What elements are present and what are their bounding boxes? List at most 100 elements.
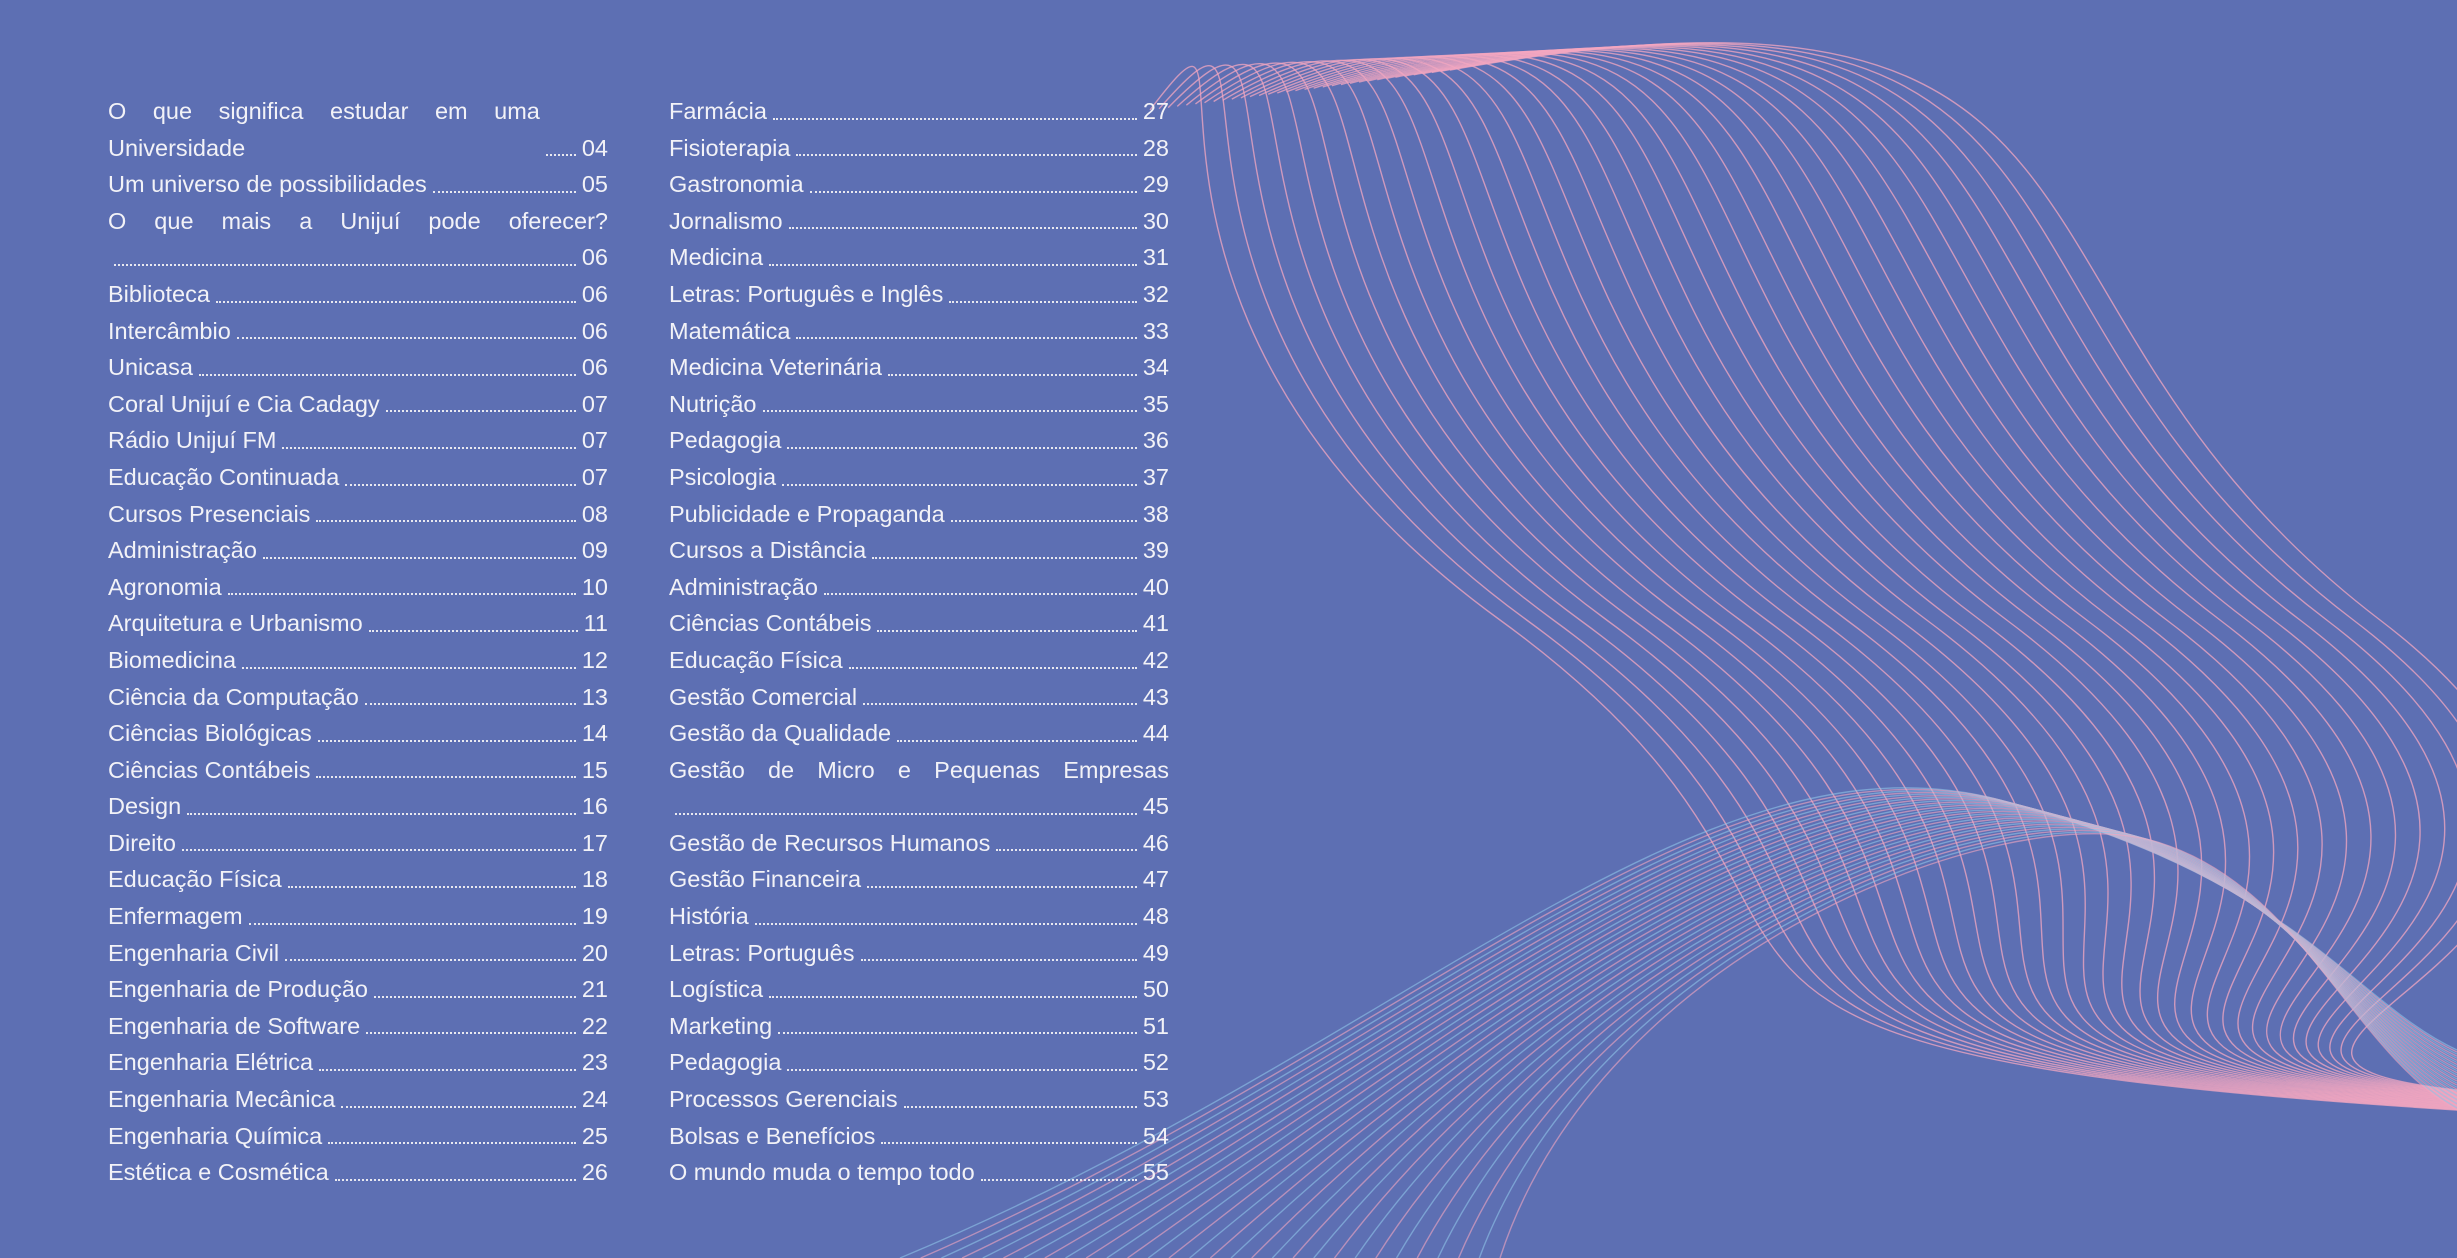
dot-leader (980, 1178, 1137, 1181)
page-number: 04 (581, 134, 608, 161)
dot-leader (432, 190, 576, 193)
toc-entry: Biblioteca 06 (108, 276, 608, 313)
wave-line (1023, 796, 2457, 1258)
dot-leader (187, 812, 576, 815)
dot-leader (262, 556, 576, 559)
page-number: 13 (581, 683, 608, 710)
wave-line (1158, 65, 2457, 1111)
wave-line (1404, 45, 2457, 1094)
dot-leader (863, 703, 1137, 706)
wave-line (1065, 799, 2457, 1258)
page-number: 37 (1142, 463, 1169, 490)
wave-line (1240, 58, 2457, 1105)
page-number: 29 (1142, 171, 1169, 198)
wave-line (899, 787, 2457, 1258)
page-number: 21 (581, 976, 608, 1003)
wave-line (1333, 820, 2457, 1258)
page-number: 53 (1142, 1086, 1169, 1113)
wave-line (1258, 57, 2457, 1104)
wave-line (1222, 60, 2457, 1106)
page-number: 28 (1142, 134, 1169, 161)
page-number: 12 (581, 646, 608, 673)
toc-entry: Psicologia 37 (669, 459, 1169, 496)
entry-title: Logística (669, 976, 764, 1003)
dot-leader (787, 1069, 1137, 1072)
wave-line (1271, 815, 2457, 1258)
wave-line (1358, 49, 2457, 1097)
entry-title: Jornalismo (669, 207, 783, 234)
toc-entry: Estética e Cosmética 26 (108, 1154, 608, 1191)
wave-line (1230, 812, 2457, 1258)
entry-title: Gestão de Micro e Pequenas Empresas (669, 756, 1169, 783)
wave-line (1478, 831, 2457, 1258)
page-number: 38 (1142, 500, 1169, 527)
page-number: 45 (1142, 793, 1169, 820)
dot-leader (778, 1032, 1137, 1035)
toc-entry: Letras: Português 49 (669, 935, 1169, 972)
wave-line (1168, 807, 2457, 1258)
toc-entry: Engenharia de Software 22 (108, 1008, 608, 1045)
dot-leader (950, 520, 1137, 523)
dot-leader (996, 849, 1137, 852)
dot-leader (334, 1178, 576, 1181)
page-number: 06 (581, 280, 608, 307)
toc-entry: Ciência da Computação 13 (108, 679, 608, 716)
page-number: 07 (581, 427, 608, 454)
wave-line (1416, 826, 2457, 1258)
entry-title: Ciências Biológicas (108, 720, 312, 747)
toc-entry: Ciências Contábeis 41 (669, 605, 1169, 642)
page-number: 34 (1142, 354, 1169, 381)
entry-title: Gestão da Qualidade (669, 720, 892, 747)
entry-title: Psicologia (669, 463, 777, 490)
dot-leader (877, 629, 1137, 632)
entry-title: Medicina (669, 244, 764, 271)
wave-line (1354, 821, 2457, 1258)
toc-entry: História 48 (669, 898, 1169, 935)
dot-leader (236, 337, 576, 340)
toc-entry: Cursos Presenciais 08 (108, 496, 608, 533)
entry-title: Coral Unijuí e Cia Cadagy (108, 390, 380, 417)
toc-entry: Enfermagem 19 (108, 898, 608, 935)
entry-title: Medicina Veterinária (669, 354, 882, 381)
page-number: 48 (1142, 903, 1169, 930)
toc-entry: Gestão de Recursos Humanos 46 (669, 825, 1169, 862)
page-number: 39 (1142, 537, 1169, 564)
toc-entry: Engenharia Química 25 (108, 1118, 608, 1155)
page-number: 32 (1142, 280, 1169, 307)
dot-leader (887, 373, 1137, 376)
toc-entry: Administração 40 (669, 569, 1169, 606)
page-number: 42 (1142, 646, 1169, 673)
wave-line (1044, 798, 2457, 1258)
page-number: 20 (581, 939, 608, 966)
dot-leader (809, 190, 1137, 193)
wave-line (1209, 810, 2457, 1258)
toc-entry: Direito 17 (108, 825, 608, 862)
entry-title: Fisioterapia (669, 134, 791, 161)
dot-leader (788, 227, 1137, 230)
wave-line (1413, 45, 2457, 1094)
dot-leader (796, 337, 1137, 340)
page-number: 35 (1142, 390, 1169, 417)
dot-leader (198, 373, 576, 376)
entry-title: Direito (108, 829, 176, 856)
entry-title: Pedagogia (669, 427, 782, 454)
page-number: 25 (581, 1122, 608, 1149)
entry-title: Agronomia (108, 573, 222, 600)
dot-leader (328, 1142, 576, 1145)
entry-title: Letras: Português e Inglês (669, 280, 944, 307)
toc-entry: Gestão Comercial 43 (669, 679, 1169, 716)
page-number: 41 (1142, 610, 1169, 637)
entry-title: Gestão de Recursos Humanos (669, 829, 991, 856)
wave-line (1386, 47, 2457, 1095)
dot-leader (181, 849, 576, 852)
toc-entry: Engenharia Civil 20 (108, 935, 608, 972)
toc-entry: Educação Física 42 (669, 642, 1169, 679)
dot-leader (872, 556, 1137, 559)
wave-line (1286, 55, 2457, 1102)
entry-title: Unicasa (108, 354, 193, 381)
page-number: 31 (1142, 244, 1169, 271)
toc-entry: Gastronomia 29 (669, 166, 1169, 203)
page-number: 06 (581, 317, 608, 344)
dot-leader (860, 959, 1137, 962)
page-number: 06 (581, 354, 608, 381)
